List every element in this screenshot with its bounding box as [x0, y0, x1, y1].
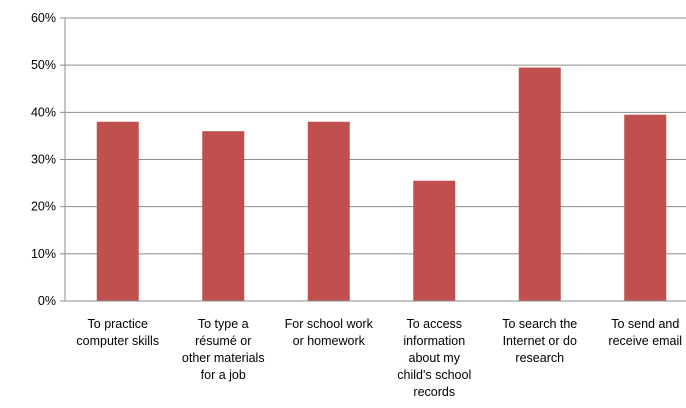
x-tick-label: For school work or homework	[285, 317, 374, 348]
y-tick-label: 50%	[31, 58, 56, 72]
x-tick-label: To access information about my child's scho…	[397, 317, 471, 399]
bar	[518, 67, 561, 302]
x-axis-labels: To practice computer skills To type a résum…	[76, 317, 682, 399]
bar	[202, 131, 245, 301]
x-tick-label: To send and receive email	[608, 317, 682, 348]
x-tick-label: To search the Internet or do research	[502, 317, 577, 365]
bars	[96, 67, 667, 302]
gridlines	[65, 17, 686, 255]
y-tick-label: 60%	[31, 11, 56, 25]
y-tick-label: 40%	[31, 105, 56, 119]
x-tick-label: To type a résumé or other materials for a j…	[182, 317, 265, 382]
y-axis-ticks: 0% 10% 20% 30% 40% 50% 60%	[31, 11, 65, 308]
bar	[624, 114, 667, 301]
y-tick-label: 30%	[31, 153, 56, 167]
y-tick-label: 20%	[31, 200, 56, 214]
bar	[96, 121, 139, 302]
y-tick-label: 10%	[31, 247, 56, 261]
y-tick-label: 0%	[38, 294, 56, 308]
bar	[413, 180, 456, 301]
x-tick-label: To practice computer skills	[76, 317, 159, 348]
bar	[307, 121, 350, 302]
